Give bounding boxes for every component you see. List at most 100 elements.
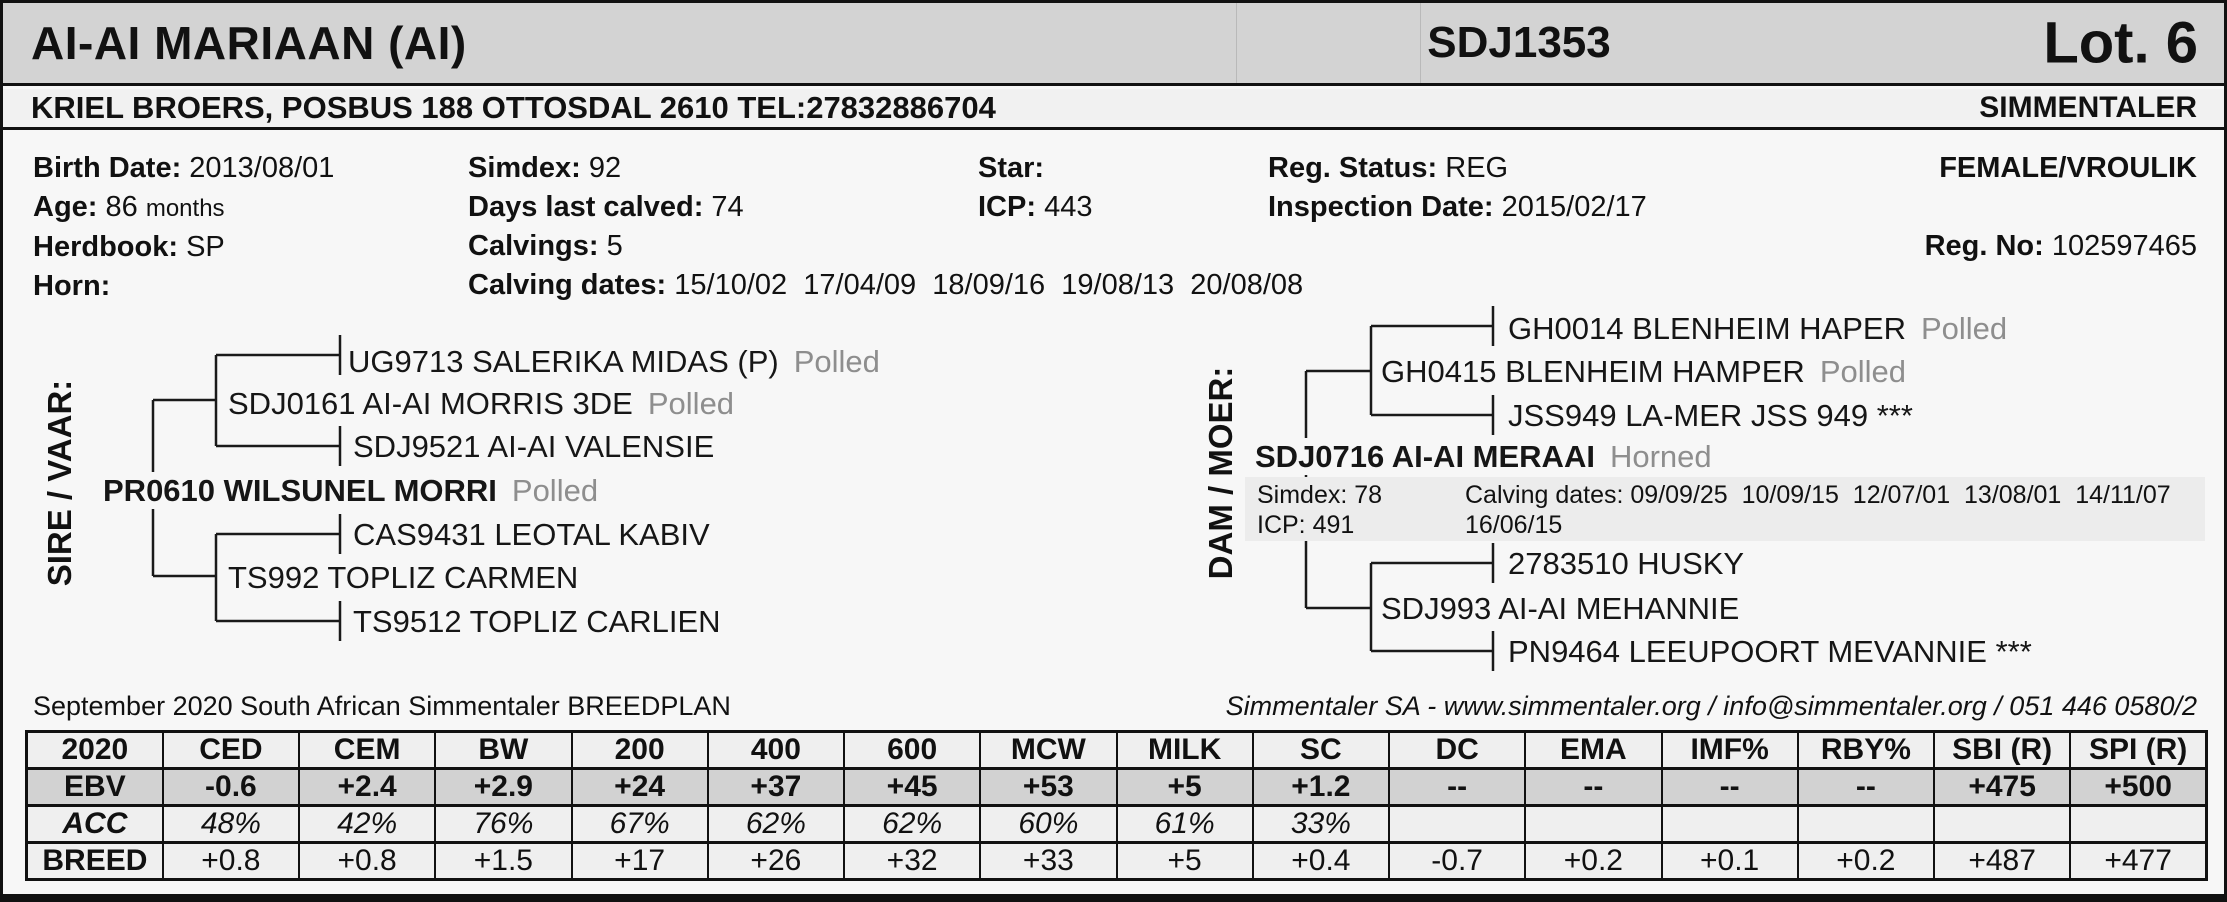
dam-calving-dates: Calving dates: 09/09/25 10/09/15 12/07/0… — [1465, 481, 2171, 539]
pedigree-node-sire-gd: SDJ9521 AI-AI VALENSIE — [353, 429, 715, 464]
table-cell: +32 — [842, 841, 982, 881]
pedigree-node-sire-sire: SDJ0161 AI-AI MORRIS 3DE Polled — [228, 386, 735, 421]
info-column-3: Star: ICP: 443 — [978, 149, 1092, 227]
table-cell: +5 — [1115, 841, 1254, 881]
table-cell: +500 — [2069, 767, 2209, 807]
table-header-cell: CEM — [297, 730, 437, 770]
pedigree-node-sire-dd: TS9512 TOPLIZ CARLIEN — [353, 604, 721, 639]
table-cell: +0.1 — [1660, 841, 1799, 881]
table-row: BREED +0.8 +0.8 +1.5 +17 +26 +32 +33 +5 +0.4 -0.7 +… — [24, 841, 2209, 881]
table-cell: +2.4 — [297, 767, 437, 807]
sire-section-label: SIRE / VAAR: — [41, 379, 78, 587]
breeder-bar: KRIEL BROERS, POSBUS 188 OTTOSDAL 2610 T… — [3, 89, 2224, 130]
table-cell — [2069, 804, 2209, 844]
dam-section-label: DAM / MOER: — [1202, 366, 1239, 580]
table-cell: 61% — [1115, 804, 1254, 844]
star-row: Star: — [978, 152, 1045, 184]
table-cell: 60% — [979, 804, 1118, 844]
breedplan-table: 2020 CED CEM BW 200 400 600 MCW MILK SC DC EMA IMF% R… — [24, 730, 2209, 881]
table-cell: +45 — [842, 767, 982, 807]
table-cell: -0.6 — [161, 767, 301, 807]
table-header-cell: MCW — [979, 730, 1118, 770]
table-cell: +53 — [979, 767, 1118, 807]
breeder-contact: KRIEL BROERS, POSBUS 188 OTTOSDAL 2610 T… — [31, 90, 996, 125]
table-cell: +5 — [1115, 767, 1254, 807]
table-cell: +37 — [706, 767, 846, 807]
pedigree-node-dam: SDJ0716 AI-AI MERAAI Horned — [1255, 438, 1718, 475]
horn-row: Horn: — [33, 270, 111, 302]
table-cell: 76% — [434, 804, 573, 844]
table-cell: +26 — [706, 841, 846, 881]
table-header-cell: 2020 — [24, 730, 164, 770]
table-cell: -- — [1387, 767, 1527, 807]
calvings-row: Calvings: 5 — [468, 230, 623, 262]
table-cell: +2.9 — [434, 767, 573, 807]
table-cell: +17 — [570, 841, 709, 881]
header-divider — [1236, 3, 1237, 83]
table-cell: 48% — [161, 804, 301, 844]
table-cell: 62% — [706, 804, 846, 844]
breedplan-edition-note: September 2020 South African Simmentaler… — [33, 691, 731, 721]
table-header-cell: MILK — [1115, 730, 1254, 770]
calving-dates-row: Calving dates: 15/10/02 17/04/09 18/09/1… — [468, 269, 1304, 301]
info-column-4: Reg. Status: REG Inspection Date: 2015/0… — [1268, 149, 1647, 227]
table-cell: BREED — [24, 841, 164, 881]
header-divider — [1420, 3, 1421, 83]
animal-name-title: AI-AI MARIAAN (AI) — [31, 17, 467, 69]
table-cell: +33 — [979, 841, 1118, 881]
table-cell: +477 — [2069, 841, 2209, 881]
table-cell: +0.2 — [1524, 841, 1663, 881]
table-cell: +487 — [1932, 841, 2072, 881]
age-row: Age: 86 months — [33, 191, 225, 223]
table-cell: 67% — [570, 804, 709, 844]
dam-simdex-icp: Simdex: 78 ICP: 491 — [1257, 481, 1383, 539]
table-cell: -0.7 — [1387, 841, 1527, 881]
icp-row: ICP: 443 — [978, 191, 1093, 223]
table-cell: 42% — [297, 804, 437, 844]
table-header-cell: SBI (R) — [1932, 730, 2072, 770]
info-column-right: FEMALE/VROULIK Reg. No: 102597465 — [1925, 149, 2197, 266]
pedigree-node-sire-dam: TS992 TOPLIZ CARMEN — [228, 560, 579, 595]
lot-number: Lot. 6 — [2043, 10, 2198, 76]
pedigree-node-dam-sire: GH0415 BLENHEIM HAMPER Polled — [1381, 354, 1906, 389]
reg-status-row: Reg. Status: REG — [1268, 152, 1509, 184]
table-cell: 62% — [842, 804, 982, 844]
table-cell — [1387, 804, 1527, 844]
inspection-date-row: Inspection Date: 2015/02/17 — [1268, 191, 1647, 223]
days-last-calved-row: Days last calved: 74 — [468, 191, 744, 223]
table-cell: 33% — [1251, 804, 1391, 844]
table-row: 2020 CED CEM BW 200 400 600 MCW MILK SC DC EMA IMF% R… — [24, 730, 2209, 770]
table-cell: EBV — [24, 767, 164, 807]
herdbook-row: Herdbook: SP — [33, 231, 225, 263]
table-cell: +1.5 — [434, 841, 573, 881]
table-cell — [1524, 804, 1663, 844]
table-cell: -- — [1796, 767, 1936, 807]
animal-id: SDJ1353 — [1427, 18, 1611, 67]
info-column-2: Simdex: 92 Days last calved: 74 Calvings… — [468, 149, 1303, 305]
pedigree-node-sire-gs: UG9713 SALERIKA MIDAS (P) Polled — [348, 344, 880, 379]
table-cell: +1.2 — [1251, 767, 1391, 807]
table-cell — [1660, 804, 1799, 844]
pedigree-node-sire: PR0610 WILSUNEL MORRI Polled — [103, 472, 605, 509]
birth-date-row: Birth Date: 2013/08/01 — [33, 152, 335, 184]
table-cell: +24 — [570, 767, 709, 807]
table-row: EBV -0.6 +2.4 +2.9 +24 +37 +45 +53 +5 +1.2 -- -- -- -… — [24, 767, 2209, 807]
header-bar: AI-AI MARIAAN (AI) SDJ1353 Lot. 6 — [3, 3, 2224, 86]
table-cell: +0.4 — [1251, 841, 1391, 881]
table-header-cell: SPI (R) — [2069, 730, 2209, 770]
sex-label: FEMALE/VROULIK — [1939, 152, 2197, 184]
table-header-cell: BW — [434, 730, 573, 770]
breed-name: SIMMENTALER — [1979, 91, 2197, 124]
table-cell — [1796, 804, 1936, 844]
table-header-cell: 400 — [706, 730, 846, 770]
table-header-cell: RBY% — [1796, 730, 1936, 770]
simmentaler-contact-note: Simmentaler SA - www.simmentaler.org / i… — [1225, 691, 2197, 721]
info-column-1: Birth Date: 2013/08/01 Age: 86 months He… — [33, 149, 334, 306]
table-cell: +0.2 — [1796, 841, 1936, 881]
table-cell: +0.8 — [161, 841, 301, 881]
table-cell: +475 — [1932, 767, 2072, 807]
table-cell: ACC — [24, 804, 164, 844]
table-cell: +0.8 — [297, 841, 437, 881]
simdex-row: Simdex: 92 — [468, 152, 622, 184]
